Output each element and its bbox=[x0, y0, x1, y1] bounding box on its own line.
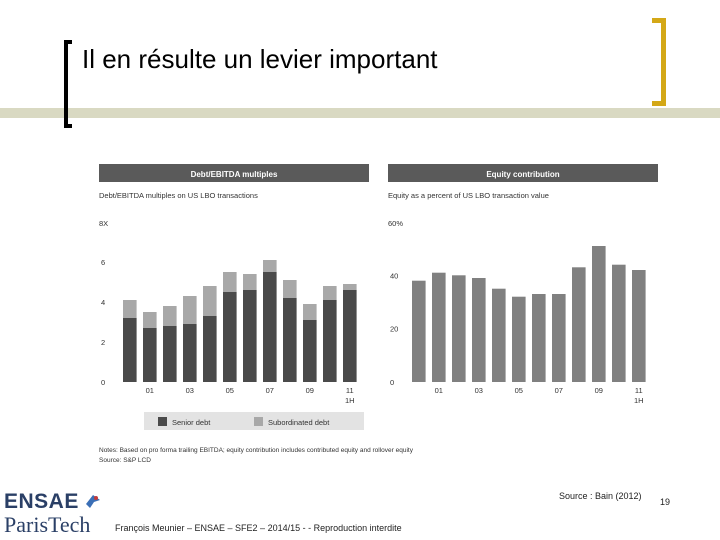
ensae-paristech-logo: ENSAE ParisTech bbox=[4, 490, 104, 540]
right-bar-equity-contribution bbox=[472, 278, 486, 382]
left-bar-senior-debt bbox=[323, 300, 337, 382]
legend-senior-swatch bbox=[158, 417, 167, 426]
left-bar-senior-debt bbox=[283, 298, 297, 382]
right-bracket-decoration bbox=[652, 18, 666, 106]
left-bar-senior-debt bbox=[343, 290, 357, 382]
right-bar-equity-contribution bbox=[552, 294, 566, 382]
left-bar-subordinated-debt bbox=[243, 274, 257, 290]
left-bar-subordinated-debt bbox=[183, 296, 197, 324]
left-chart-header-bg bbox=[99, 164, 369, 182]
chart-notes: Notes: Based on pro forma trailing EBITD… bbox=[99, 447, 414, 454]
left-y-tick-label: 0 bbox=[101, 378, 105, 387]
left-chart-title: Debt/EBITDA multiples on US LBO transact… bbox=[99, 191, 258, 200]
left-bar-senior-debt bbox=[143, 328, 157, 382]
right-bar-equity-contribution bbox=[432, 272, 446, 382]
right-x-tick-label: 07 bbox=[555, 386, 563, 395]
right-chart-header-bg bbox=[388, 164, 658, 182]
left-bar-senior-debt bbox=[263, 272, 277, 382]
right-y-tick-label: 0 bbox=[390, 378, 394, 387]
left-chart-y-unit: 8X bbox=[99, 219, 108, 228]
left-bar-subordinated-debt bbox=[303, 304, 317, 320]
left-bar-senior-debt bbox=[223, 292, 237, 382]
logo-ensae-text: ENSAE bbox=[4, 490, 79, 513]
source-citation: Source : Bain (2012) bbox=[559, 491, 642, 501]
left-bar-senior-debt bbox=[243, 290, 257, 382]
right-x-tick-label: 1H bbox=[634, 396, 644, 405]
right-bar-equity-contribution bbox=[452, 275, 466, 382]
right-x-tick-label: 09 bbox=[595, 386, 603, 395]
left-bar-subordinated-debt bbox=[123, 300, 137, 318]
chart-figure: Debt/EBITDA multiples Debt/EBITDA multip… bbox=[96, 158, 666, 473]
chart-source: Source: S&P LCD bbox=[99, 457, 151, 464]
left-bar-senior-debt bbox=[183, 324, 197, 382]
right-chart-header: Equity contribution bbox=[486, 170, 559, 179]
right-bar-equity-contribution bbox=[412, 280, 426, 382]
right-x-tick-label: 03 bbox=[475, 386, 483, 395]
right-y-tick-label: 20 bbox=[390, 325, 398, 334]
legend-subordinated-swatch bbox=[254, 417, 263, 426]
charts-svg: Debt/EBITDA multiples Debt/EBITDA multip… bbox=[99, 164, 658, 464]
right-x-tick-label: 05 bbox=[515, 386, 523, 395]
left-bar-senior-debt bbox=[203, 316, 217, 382]
page-number: 19 bbox=[660, 497, 671, 507]
left-x-tick-label: 07 bbox=[266, 386, 274, 395]
right-bar-equity-contribution bbox=[532, 294, 546, 382]
left-y-tick-label: 6 bbox=[101, 258, 105, 267]
left-x-tick-label: 03 bbox=[186, 386, 194, 395]
left-bar-subordinated-debt bbox=[263, 260, 277, 272]
left-bar-subordinated-debt bbox=[223, 272, 237, 292]
right-bar-equity-contribution bbox=[632, 270, 646, 382]
left-bar-subordinated-debt bbox=[143, 312, 157, 328]
right-bar-equity-contribution bbox=[612, 264, 626, 382]
title-band bbox=[0, 108, 720, 118]
left-bracket-decoration bbox=[64, 40, 72, 128]
left-x-tick-label: 11 bbox=[346, 386, 354, 395]
left-bar-senior-debt bbox=[123, 318, 137, 382]
left-bar-subordinated-debt bbox=[163, 306, 177, 326]
right-chart-y-unit: 60% bbox=[388, 219, 403, 228]
left-bar-subordinated-debt bbox=[323, 286, 337, 300]
legend-subordinated-label: Subordinated debt bbox=[268, 418, 330, 427]
right-y-tick-label: 40 bbox=[390, 271, 398, 280]
left-bar-subordinated-debt bbox=[283, 280, 297, 298]
left-bar-subordinated-debt bbox=[343, 284, 357, 290]
right-bar-equity-contribution bbox=[492, 288, 506, 382]
left-x-tick-label: 09 bbox=[306, 386, 314, 395]
left-x-tick-label: 01 bbox=[146, 386, 154, 395]
right-bar-equity-contribution bbox=[572, 267, 586, 382]
right-bar-equity-contribution bbox=[512, 296, 526, 382]
left-x-tick-label: 1H bbox=[345, 396, 355, 405]
left-y-tick-label: 2 bbox=[101, 338, 105, 347]
slide-title: Il en résulte un levier important bbox=[82, 44, 438, 74]
left-bar-senior-debt bbox=[163, 326, 177, 382]
right-x-tick-label: 01 bbox=[435, 386, 443, 395]
right-x-tick-label: 11 bbox=[635, 386, 643, 395]
left-bar-senior-debt bbox=[303, 320, 317, 382]
right-bar-equity-contribution bbox=[592, 246, 606, 382]
right-chart-title: Equity as a percent of US LBO transactio… bbox=[388, 191, 549, 200]
left-chart-header: Debt/EBITDA multiples bbox=[191, 170, 278, 179]
legend-senior-label: Senior debt bbox=[172, 418, 211, 427]
left-bar-subordinated-debt bbox=[203, 286, 217, 316]
logo-bird-icon bbox=[86, 495, 100, 508]
left-y-tick-label: 4 bbox=[101, 298, 105, 307]
logo-paristech-text: ParisTech bbox=[4, 512, 91, 537]
left-x-tick-label: 05 bbox=[226, 386, 234, 395]
footer-text: François Meunier – ENSAE – SFE2 – 2014/1… bbox=[115, 523, 402, 533]
